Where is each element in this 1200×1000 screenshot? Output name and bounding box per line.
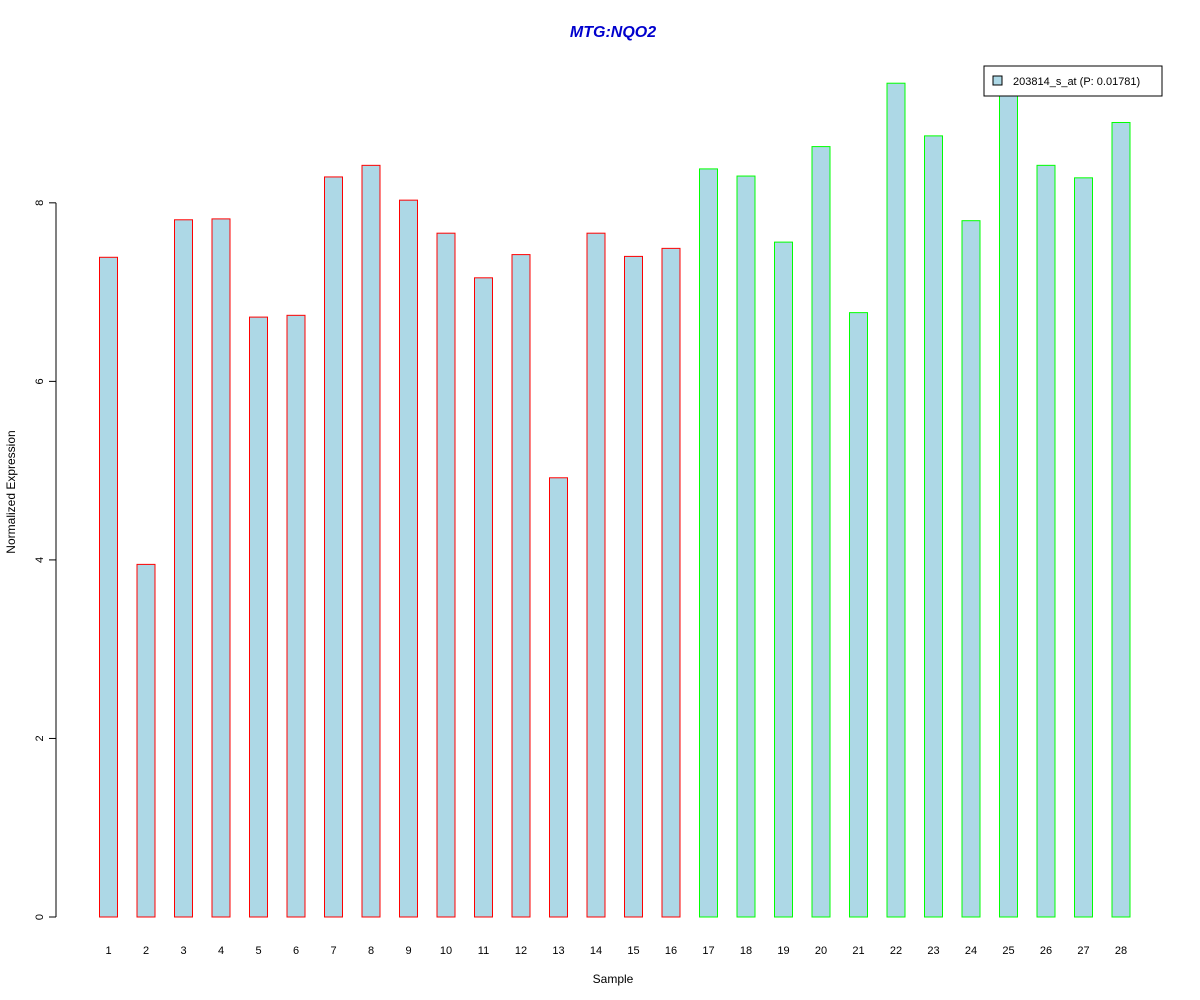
bar-sample-4 [211, 218, 231, 918]
bar-sample-17 [699, 168, 718, 918]
x-tick-label: 3 [180, 945, 186, 957]
x-tick-label: 19 [777, 945, 789, 957]
x-tick-label: 26 [1040, 945, 1052, 957]
bar-sample-9 [399, 199, 418, 918]
bar-sample-21 [849, 312, 868, 918]
x-tick-label: 11 [478, 945, 489, 957]
bar-sample-10 [436, 232, 456, 918]
x-tick-label: 5 [255, 945, 261, 957]
bar-sample-22 [886, 82, 906, 918]
x-tick-labels: 1 2 3 4 5 6 7 8 9 10 11 12 13 14 15 16 17 18 19 20 21 22 23 24 2… [105, 945, 1127, 957]
bar-sample-24 [961, 220, 981, 918]
y-tick-label: 2 [34, 735, 46, 741]
chart-title: MTG:NQO2 [570, 24, 656, 41]
x-tick-label: 1 [105, 945, 111, 957]
bar-sample-5 [249, 316, 268, 918]
x-tick-label: 27 [1077, 945, 1089, 957]
legend: 203814_s_at (P: 0.01781) [983, 65, 1163, 97]
x-tick-label: 25 [1002, 945, 1014, 957]
bar-sample-15 [624, 255, 643, 918]
y-tick-label: 6 [34, 378, 46, 384]
bar-sample-8 [361, 164, 381, 918]
x-axis-label: Sample [593, 972, 634, 986]
x-tick-label: 22 [890, 945, 902, 957]
bar-sample-23 [924, 135, 943, 918]
bar-sample-7 [324, 176, 343, 918]
bars-group [99, 67, 1131, 918]
y-axis-label: Normalized Expression [4, 430, 18, 553]
x-tick-label: 6 [293, 945, 299, 957]
x-tick-label: 4 [218, 945, 224, 957]
bar-sample-18 [736, 175, 756, 918]
x-tick-label: 15 [627, 945, 639, 957]
bar-sample-12 [511, 254, 531, 918]
x-tick-label: 9 [405, 945, 411, 957]
y-axis: 0 2 4 6 8 [34, 200, 57, 920]
bar-sample-20 [811, 146, 831, 918]
bar-sample-6 [286, 314, 306, 918]
x-tick-label: 2 [143, 945, 149, 957]
x-tick-label: 23 [927, 945, 939, 957]
x-tick-label: 10 [440, 945, 452, 957]
x-tick-label: 7 [330, 945, 336, 957]
x-tick-label: 12 [515, 945, 527, 957]
x-tick-label: 24 [965, 945, 977, 957]
x-tick-label: 16 [665, 945, 677, 957]
bar-sample-13 [549, 477, 568, 918]
bar-sample-3 [174, 219, 193, 918]
legend-label: 203814_s_at (P: 0.01781) [1013, 76, 1140, 88]
x-tick-label: 17 [702, 945, 714, 957]
bar-sample-25 [999, 67, 1018, 918]
x-tick-label: 8 [368, 945, 374, 957]
y-tick-label: 0 [34, 914, 46, 920]
legend-box [983, 65, 1163, 97]
bar-sample-14 [586, 232, 606, 918]
x-tick-label: 18 [740, 945, 752, 957]
legend-swatch [992, 75, 1003, 86]
bar-sample-28 [1111, 121, 1131, 918]
x-tick-label: 13 [552, 945, 564, 957]
bar-sample-26 [1036, 164, 1056, 918]
y-tick-label: 4 [34, 557, 46, 563]
bar-sample-1 [99, 256, 118, 918]
x-tick-label: 14 [590, 945, 602, 957]
bar-sample-27 [1074, 177, 1093, 918]
x-tick-label: 20 [815, 945, 827, 957]
bar-sample-19 [774, 241, 793, 918]
y-tick-label: 8 [34, 200, 46, 206]
x-tick-label: 21 [852, 945, 864, 957]
bar-sample-2 [136, 563, 156, 918]
bar-sample-11 [474, 277, 493, 918]
bar-sample-16 [661, 247, 681, 918]
x-tick-label: 28 [1115, 945, 1127, 957]
